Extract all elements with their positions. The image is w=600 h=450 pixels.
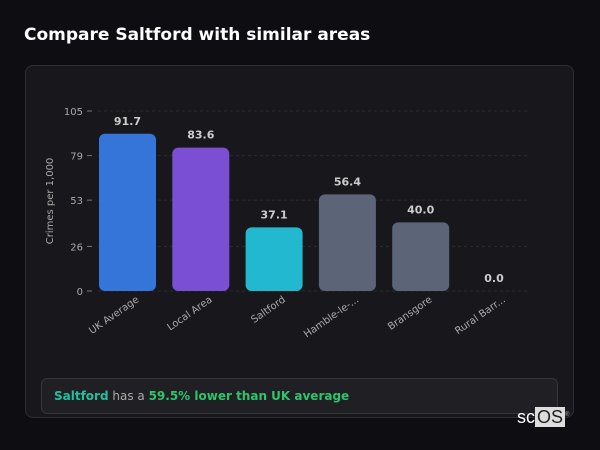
x-tick-label: Saltford bbox=[249, 294, 287, 325]
y-tick-label: 79 bbox=[70, 152, 83, 163]
x-tick-label: Hamble-le-... bbox=[302, 294, 361, 340]
bar-value-label: 83.6 bbox=[187, 129, 214, 142]
bar-3 bbox=[318, 194, 376, 291]
bar-0 bbox=[99, 133, 156, 291]
x-tick-label: Bransgore bbox=[386, 294, 434, 332]
page-title: Compare Saltford with similar areas bbox=[24, 25, 371, 45]
comparison-summary: Saltford has a 59.5% lower than UK avera… bbox=[41, 378, 558, 414]
y-tick-label: 105 bbox=[64, 107, 83, 118]
summary-text: has a bbox=[108, 389, 149, 403]
y-tick-label: 26 bbox=[70, 242, 83, 253]
y-tick-label: 53 bbox=[70, 196, 83, 207]
bar-value-label: 40.0 bbox=[407, 203, 434, 216]
y-axis-label: Crimes per 1,000 bbox=[45, 158, 56, 245]
bar-value-label: 91.7 bbox=[114, 115, 141, 128]
bar-1 bbox=[172, 147, 230, 291]
summary-comparison: 59.5% lower than UK average bbox=[148, 389, 350, 403]
scos-logo: sc OS ® bbox=[517, 407, 570, 427]
x-tick-label: Local Area bbox=[166, 294, 215, 333]
bar-value-label: 0.0 bbox=[484, 272, 504, 285]
y-tick-label: 0 bbox=[77, 287, 83, 298]
summary-area: Saltford bbox=[54, 389, 109, 403]
x-tick-label: UK Average bbox=[87, 294, 141, 336]
bar-value-label: 56.4 bbox=[334, 175, 361, 188]
bar-2 bbox=[245, 227, 303, 291]
bar-4 bbox=[392, 222, 450, 291]
bar-value-label: 37.1 bbox=[261, 208, 288, 221]
x-tick-label: Rural Barr... bbox=[453, 294, 507, 337]
